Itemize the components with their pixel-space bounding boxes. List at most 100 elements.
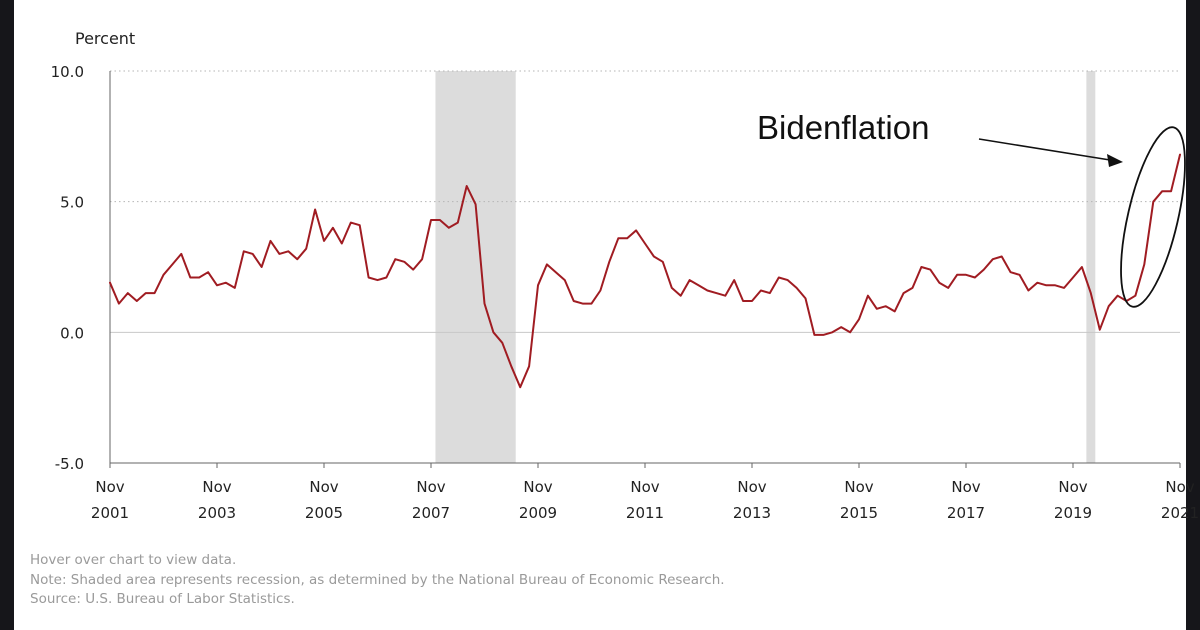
data-point[interactable]: 2004-11: 3.5: [267, 237, 275, 245]
data-point[interactable]: 2010-03: 2.3: [552, 268, 560, 276]
data-point[interactable]: 2003-09: 2.3: [204, 268, 212, 276]
data-point[interactable]: 2018-01: 2.1: [971, 273, 979, 281]
data-point[interactable]: 2018-03: 2.4: [980, 266, 988, 274]
data-point[interactable]: 2015-03: -0.1: [819, 331, 827, 339]
data-point[interactable]: 2006-11: 2: [374, 276, 382, 284]
data-point[interactable]: 2015-07: 0.2: [837, 323, 845, 331]
data-point[interactable]: 2007-03: 2.8: [391, 255, 399, 263]
data-point[interactable]: 2008-09: 4.9: [472, 200, 480, 208]
data-point[interactable]: 2017-01: 2.5: [917, 263, 925, 271]
data-point[interactable]: 2020-07: 1: [1105, 302, 1113, 310]
data-point[interactable]: 2002-11: 2.2: [160, 271, 168, 279]
data-point[interactable]: 2009-09: -1.3: [525, 362, 533, 370]
data-point[interactable]: 2009-11: 1.8: [534, 281, 542, 289]
data-point[interactable]: 2013-07: 2: [730, 276, 738, 284]
data-point[interactable]: 2004-03: 1.7: [231, 284, 239, 292]
data-point[interactable]: 2018-11: 2.2: [1016, 271, 1024, 279]
data-point[interactable]: 2007-05: 2.7: [400, 258, 408, 266]
data-point[interactable]: 2003-05: 2.1: [186, 273, 194, 281]
data-point[interactable]: 2010-11: 1.1: [588, 300, 596, 308]
data-point[interactable]: 2004-09: 2.5: [258, 263, 266, 271]
data-point[interactable]: 2021-05: 5: [1149, 198, 1157, 206]
data-point[interactable]: 2017-11: 2.2: [962, 271, 970, 279]
data-point[interactable]: 2003-11: 1.8: [213, 281, 221, 289]
data-point[interactable]: 2010-07: 1.2: [570, 297, 578, 305]
data-point[interactable]: 2008-07: 5.6: [463, 182, 471, 190]
data-point[interactable]: 2015-05: 0: [828, 328, 836, 336]
data-point[interactable]: 2021-11: 6.8: [1176, 151, 1184, 159]
data-point[interactable]: 2007-07: 2.4: [409, 266, 417, 274]
data-point[interactable]: 2012-11: 1.8: [695, 281, 703, 289]
data-point[interactable]: 2011-07: 3.6: [623, 234, 631, 242]
data-point[interactable]: 2002-07: 1.5: [142, 289, 150, 297]
data-point[interactable]: 2012-03: 2.7: [659, 258, 667, 266]
data-point[interactable]: 2008-03: 4: [445, 224, 453, 232]
data-point[interactable]: 2013-03: 1.5: [712, 289, 720, 297]
data-point[interactable]: 2005-07: 3.2: [302, 245, 310, 253]
data-point[interactable]: 2008-11: 1.1: [481, 300, 489, 308]
data-point[interactable]: 2018-05: 2.8: [989, 255, 997, 263]
data-point[interactable]: 2010-05: 2: [561, 276, 569, 284]
data-point[interactable]: 2002-01: 1.1: [115, 300, 123, 308]
data-point[interactable]: 2015-11: 0.5: [855, 315, 863, 323]
data-point[interactable]: 2004-05: 3.1: [240, 247, 248, 255]
data-point[interactable]: 2019-11: 2.1: [1069, 273, 1077, 281]
data-point[interactable]: 2008-01: 4.3: [436, 216, 444, 224]
data-point[interactable]: 2006-05: 4.2: [347, 219, 355, 227]
data-point[interactable]: 2016-09: 1.5: [900, 289, 908, 297]
data-point[interactable]: 2020-09: 1.4: [1114, 292, 1122, 300]
data-point[interactable]: 2016-05: 1: [882, 302, 890, 310]
data-point[interactable]: 2017-07: 1.7: [944, 284, 952, 292]
data-point[interactable]: 2021-09: 5.4: [1167, 187, 1175, 195]
data-point[interactable]: 2013-01: 1.6: [703, 287, 711, 295]
data-point[interactable]: 2017-05: 1.9: [935, 279, 943, 287]
data-point[interactable]: 2002-05: 1.2: [133, 297, 141, 305]
data-point[interactable]: 2005-05: 2.8: [293, 255, 301, 263]
data-point[interactable]: 2014-03: 1.5: [766, 289, 774, 297]
data-point[interactable]: 2016-07: 0.8: [891, 307, 899, 315]
data-point[interactable]: 2010-01: 2.6: [543, 260, 551, 268]
data-point[interactable]: 2015-09: 0: [846, 328, 854, 336]
data-point[interactable]: 2021-01: 1.4: [1131, 292, 1139, 300]
data-point[interactable]: 2006-07: 4.1: [356, 221, 364, 229]
cpi-line-chart[interactable]: 10.0 5.0 0.0 -5.0 Nov 2001 Nov 2003 Nov 2005 Nov 2…: [14, 0, 1200, 630]
data-point[interactable]: 2015-01: -0.1: [810, 331, 818, 339]
data-point[interactable]: 2011-05: 3.6: [614, 234, 622, 242]
data-point[interactable]: 2009-07: -2.1: [516, 383, 524, 391]
data-point[interactable]: 2011-09: 3.9: [632, 226, 640, 234]
data-point[interactable]: 2009-01: 0: [489, 328, 497, 336]
data-point[interactable]: 2011-03: 2.7: [605, 258, 613, 266]
data-point[interactable]: 2020-05: 0.1: [1096, 326, 1104, 334]
data-points[interactable]: 2001-11: 1.92002-01: 1.12002-03: 1.52002…: [106, 151, 1184, 392]
data-point[interactable]: 2018-07: 2.9: [998, 253, 1006, 261]
data-point[interactable]: 2008-05: 4.2: [454, 219, 462, 227]
data-point[interactable]: 2013-09: 1.2: [739, 297, 747, 305]
data-point[interactable]: 2016-01: 1.4: [864, 292, 872, 300]
data-point[interactable]: 2005-11: 3.5: [320, 237, 328, 245]
data-point[interactable]: 2017-09: 2.2: [953, 271, 961, 279]
data-point[interactable]: 2001-11: 1.9: [106, 279, 114, 287]
data-point[interactable]: 2016-03: 0.9: [873, 305, 881, 313]
data-point[interactable]: 2010-09: 1.1: [579, 300, 587, 308]
data-point[interactable]: 2003-03: 3: [177, 250, 185, 258]
data-point[interactable]: 2014-01: 1.6: [757, 287, 765, 295]
data-point[interactable]: 2019-07: 1.8: [1051, 281, 1059, 289]
data-point[interactable]: 2005-01: 3: [275, 250, 283, 258]
data-point[interactable]: 2002-03: 1.5: [124, 289, 132, 297]
data-point[interactable]: 2004-01: 1.9: [222, 279, 230, 287]
data-point[interactable]: 2019-01: 1.6: [1024, 287, 1032, 295]
data-point[interactable]: 2019-05: 1.8: [1042, 281, 1050, 289]
data-point[interactable]: 2003-07: 2.1: [195, 273, 203, 281]
data-point[interactable]: 2009-05: -1.3: [507, 362, 515, 370]
data-point[interactable]: 2003-01: 2.6: [168, 260, 176, 268]
data-point[interactable]: 2013-05: 1.4: [721, 292, 729, 300]
data-point[interactable]: 2020-03: 1.5: [1087, 289, 1095, 297]
data-point[interactable]: 2011-01: 1.6: [596, 287, 604, 295]
data-point[interactable]: 2012-01: 2.9: [650, 253, 658, 261]
data-point[interactable]: 2006-03: 3.4: [338, 239, 346, 247]
data-point[interactable]: 2021-03: 2.6: [1140, 260, 1148, 268]
data-point[interactable]: 2013-11: 1.2: [748, 297, 756, 305]
data-point[interactable]: 2016-11: 1.7: [909, 284, 917, 292]
data-point[interactable]: 2007-09: 2.8: [418, 255, 426, 263]
data-point[interactable]: 2019-09: 1.7: [1060, 284, 1068, 292]
